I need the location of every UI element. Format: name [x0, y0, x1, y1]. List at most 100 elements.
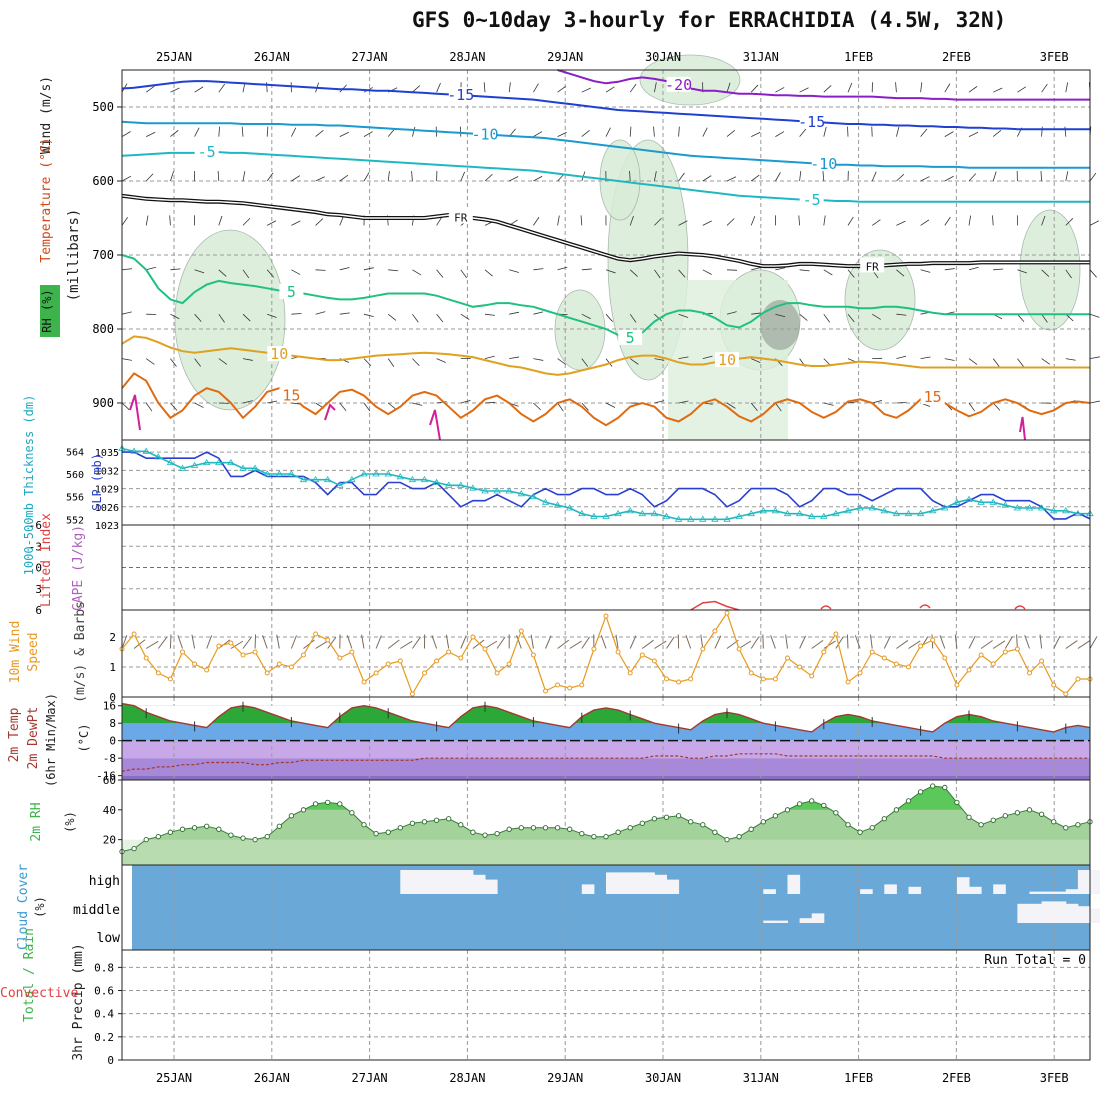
wind-speed-marker	[567, 685, 573, 691]
cloud-cell	[993, 884, 1006, 894]
upper-wind-barb	[605, 269, 616, 274]
upper-wind-barb	[581, 268, 592, 271]
pressure-tick-label: 700	[92, 248, 114, 262]
upper-wind-barb	[315, 311, 326, 315]
upper-wind-barb	[436, 269, 444, 278]
upper-wind-barb	[726, 218, 735, 226]
upper-wind-barb	[484, 355, 495, 359]
upper-wind-barb	[509, 176, 519, 182]
wind-speed-marker	[857, 670, 863, 676]
wind-speed-marker	[240, 652, 246, 658]
thickness-marker	[795, 509, 804, 517]
wind-speed-marker	[385, 661, 391, 667]
cape-axis-label: CAPE (J/kg)	[71, 525, 86, 611]
upper-wind-barb	[629, 358, 639, 365]
surface-wind-barb	[315, 640, 328, 649]
pressure-tick-label: 900	[92, 396, 114, 410]
thickness-marker	[227, 458, 235, 466]
upper-wind-barb	[750, 215, 756, 226]
upper-wind-barb	[847, 82, 853, 93]
surface-wind-barb	[1004, 636, 1013, 649]
rh-marker	[917, 789, 924, 795]
isotherm-20-line	[324, 403, 336, 421]
isotherm-label-bg	[666, 76, 691, 92]
surface-wind-barb	[992, 640, 1006, 649]
bottom-date-label: 1FEB	[844, 1071, 873, 1085]
upper-wind-barb	[242, 171, 246, 182]
upper-wind-barb	[145, 358, 155, 365]
upper-wind-barb	[146, 266, 156, 271]
thickness-marker	[638, 509, 647, 517]
cloud-cell	[606, 872, 619, 894]
upper-wind-barb	[1041, 358, 1051, 365]
rh-marker	[651, 816, 658, 822]
upper-wind-barb	[436, 216, 443, 226]
cloud-axis-label: Cloud Cover	[16, 864, 31, 950]
upper-wind-barb	[1017, 86, 1027, 93]
thickness-marker	[904, 509, 913, 517]
upper-wind-barb	[1041, 269, 1050, 277]
upper-wind-barb	[968, 131, 979, 137]
rh-marker	[312, 801, 319, 807]
upper-wind-barb	[654, 358, 665, 361]
top-date-label: 3FEB	[1040, 50, 1069, 64]
precip-tick-label: 0	[107, 1054, 114, 1067]
page-title: GFS 0~10day 3-hourly for ERRACHIDIA (4.5…	[412, 8, 1007, 32]
cloud-cell	[424, 870, 438, 894]
rh-marker	[1038, 811, 1045, 817]
surface-wind-barb	[1089, 636, 1098, 649]
upper-wind-barb	[121, 358, 132, 361]
wind-speed-marker	[167, 676, 173, 682]
surface-wind-barb	[460, 635, 467, 649]
cloud-cell	[763, 889, 776, 894]
upper-wind-barb	[387, 313, 397, 321]
thickness-marker	[626, 507, 634, 514]
upper-wind-barb	[944, 268, 955, 271]
thickness-marker	[820, 512, 828, 519]
upper-wind-barb	[363, 313, 374, 318]
upper-wind-barb	[339, 131, 349, 137]
upper-wind-barb	[895, 82, 897, 93]
thickness-marker	[662, 512, 671, 519]
wind-tick-label: 2	[109, 631, 116, 644]
thickness-marker	[142, 447, 150, 454]
upper-wind-barb	[896, 313, 907, 316]
wind-speed-marker	[881, 655, 887, 661]
temperature-tick-label: 16	[103, 700, 116, 713]
thickness-marker	[953, 498, 961, 505]
isotherm-label: FR	[454, 212, 468, 225]
upper-wind-barb	[896, 126, 900, 137]
rh-marker	[796, 801, 803, 807]
thickness-marker	[384, 470, 392, 477]
upper-wind-barb	[605, 127, 611, 137]
wind-speed-marker	[301, 652, 306, 658]
wind-speed-marker	[216, 643, 222, 649]
upper-wind-barb	[170, 358, 177, 367]
thickness-marker	[590, 512, 598, 519]
lifted-index-blip	[820, 605, 832, 610]
panel-frame	[121, 439, 1091, 526]
cloud-cell	[969, 886, 982, 894]
rh-marker	[700, 822, 706, 828]
upper-wind-barb	[944, 131, 954, 137]
upper-wind-barb	[581, 130, 590, 137]
wind10m-axis-label-2: Speed	[26, 632, 41, 671]
thickness-marker	[650, 509, 659, 517]
isotherm-label: 5	[287, 283, 296, 301]
rh-marker	[397, 825, 403, 831]
upper-wind-barb	[678, 126, 680, 137]
upper-wind-barb	[580, 215, 583, 226]
rh-marker	[216, 826, 222, 832]
rh-marker	[446, 816, 452, 822]
temperature-tick-label: 8	[109, 717, 116, 730]
upper-wind-barb	[484, 401, 496, 404]
thickness-marker	[287, 470, 296, 477]
upper-wind-barb	[993, 87, 1003, 93]
rh-marker	[905, 798, 912, 804]
isotherm-label-bg	[448, 87, 473, 103]
isotherm-label: 5	[626, 329, 635, 347]
wind-speed-marker	[1063, 691, 1069, 697]
dewpt2m-axis-label: 2m DewPt	[26, 707, 41, 770]
slp-tick-label: 1023	[95, 521, 119, 532]
surface-wind-barb	[169, 634, 172, 649]
